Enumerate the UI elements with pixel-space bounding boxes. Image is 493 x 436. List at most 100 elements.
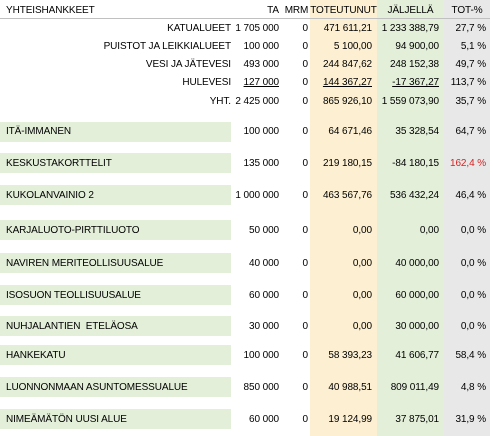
sub-row-pct: 5,1 % (460, 41, 486, 52)
header-ta: TA (267, 5, 279, 16)
project-label-band (0, 345, 231, 365)
sub-row-pct: 35,7 % (455, 96, 486, 107)
project-mrm: 0 (302, 126, 309, 137)
project-mrm: 0 (302, 258, 309, 269)
project-ta: 50 000 (249, 225, 279, 236)
project-label-band (0, 377, 231, 397)
sub-row-jaljella: 248 152,38 (389, 59, 439, 70)
project-pct: 0,0 % (460, 290, 486, 301)
sub-row-jaljella: 1 233 388,79 (381, 23, 439, 34)
project-pct: 31,9 % (455, 414, 486, 425)
header-tot-pct: TOT-% (451, 5, 483, 16)
sub-row-ta: 2 425 000 (235, 96, 279, 107)
project-label-band (0, 285, 231, 305)
project-mrm: 0 (302, 382, 309, 393)
project-jaljella: 30 000,00 (395, 321, 439, 332)
project-ta: 135 000 (243, 158, 280, 169)
project-jaljella: 37 875,01 (395, 414, 439, 425)
project-jaljella: 60 000,00 (395, 290, 439, 301)
project-pct: 4,8 % (460, 382, 486, 393)
project-toteutunut: 58 393,23 (328, 350, 372, 361)
project-label: ITÄ-IMMANEN (6, 126, 72, 137)
project-ta: 30 000 (249, 321, 279, 332)
sub-row-label: PUISTOT JA LEIKKIALUEET (103, 41, 231, 52)
project-mrm: 0 (302, 321, 309, 332)
project-ta: 60 000 (249, 414, 279, 425)
header-toteutunut: TOTEUTUNUT (310, 5, 377, 16)
header-jaljella: JÄLJELLÄ (387, 5, 434, 16)
project-label-band (0, 253, 231, 273)
sub-row-mrm: 0 (302, 23, 309, 34)
sub-row-pct: 49,7 % (455, 59, 486, 70)
project-label: HANKEKATU (6, 350, 66, 361)
sub-row-toteutunut: 244 847,62 (322, 59, 372, 70)
sub-row-pct: 113,7 % (450, 77, 486, 88)
project-label: KESKUSTAKORTTELIT (6, 158, 112, 169)
project-ta: 100 000 (243, 350, 280, 361)
header-title: YHTEISHANKKEET (6, 5, 95, 16)
project-pct: 0,0 % (460, 225, 486, 236)
sub-row-jaljella: 1 559 073,90 (381, 96, 439, 107)
project-label-band (0, 185, 231, 205)
sub-row-label: HULEVESI (182, 77, 231, 88)
project-mrm: 0 (302, 290, 309, 301)
project-ta: 40 000 (249, 258, 279, 269)
project-pct: 46,4 % (455, 190, 486, 201)
project-jaljella: 35 328,54 (395, 126, 439, 137)
project-label-band (0, 316, 231, 336)
project-pct: 64,7 % (455, 126, 486, 137)
project-ta: 1 000 000 (235, 190, 279, 201)
sub-row-ta: 493 000 (243, 59, 280, 70)
project-toteutunut: 40 988,51 (328, 382, 372, 393)
sub-row-label: VESI JA JÄTEVESI (145, 59, 231, 70)
sub-row-ta: 100 000 (243, 41, 280, 52)
project-toteutunut: 64 671,46 (328, 126, 372, 137)
project-pct: 162,4 % (450, 158, 486, 169)
project-jaljella: 0,00 (419, 225, 439, 236)
project-pct: 58,4 % (455, 350, 486, 361)
project-label-band (0, 409, 231, 429)
sub-row-jaljella: -17 367,27 (392, 77, 439, 88)
project-pct: 0,0 % (460, 258, 486, 269)
sub-row-mrm: 0 (302, 96, 309, 107)
toteutunut-column-band (310, 0, 377, 436)
sub-row-label: YHT. (209, 96, 231, 107)
project-label: NUHJALANTIEN ETELÄOSA (6, 321, 138, 332)
project-pct: 0,0 % (460, 321, 486, 332)
header-mrm: MRM (284, 5, 309, 16)
sub-row-toteutunut: 5 100,00 (333, 41, 372, 52)
project-ta: 60 000 (249, 290, 279, 301)
project-label: NIMEÄMÄTÖN UUSI ALUE (6, 414, 127, 425)
sub-row-ta: 127 000 (243, 77, 280, 88)
header-separator (0, 18, 490, 19)
project-toteutunut: 19 124,99 (328, 414, 372, 425)
project-jaljella: 41 606,77 (395, 350, 439, 361)
jaljella-column-band (377, 0, 444, 436)
project-jaljella: -84 180,15 (392, 158, 439, 169)
project-jaljella: 809 011,49 (390, 382, 439, 393)
sub-row-toteutunut: 144 367,27 (322, 77, 372, 88)
project-jaljella: 536 432,24 (389, 190, 439, 201)
sub-row-mrm: 0 (302, 41, 309, 52)
sub-row-pct: 27,7 % (455, 23, 486, 34)
project-mrm: 0 (302, 158, 309, 169)
project-mrm: 0 (302, 190, 309, 201)
project-mrm: 0 (302, 414, 309, 425)
sub-row-toteutunut: 471 611,21 (323, 23, 372, 34)
sub-row-toteutunut: 865 926,10 (322, 96, 372, 107)
project-label: NAVIREN MERITEOLLISUUSALUE (6, 258, 164, 269)
project-label-band (0, 122, 231, 142)
project-mrm: 0 (302, 350, 309, 361)
project-label-band (0, 153, 231, 173)
project-toteutunut: 463 567,76 (322, 190, 372, 201)
sub-row-jaljella: 94 900,00 (395, 41, 439, 52)
project-ta: 100 000 (243, 126, 280, 137)
project-mrm: 0 (302, 225, 309, 236)
project-ta: 850 000 (243, 382, 280, 393)
sub-row-label: KATUALUEET (167, 23, 231, 34)
project-label: KARJALUOTO-PIRTTILUOTO (6, 225, 140, 236)
project-label: LUONNONMAAN ASUNTOMESSUALUE (6, 382, 188, 393)
project-toteutunut: 0,00 (352, 258, 372, 269)
project-toteutunut: 219 180,15 (322, 158, 372, 169)
